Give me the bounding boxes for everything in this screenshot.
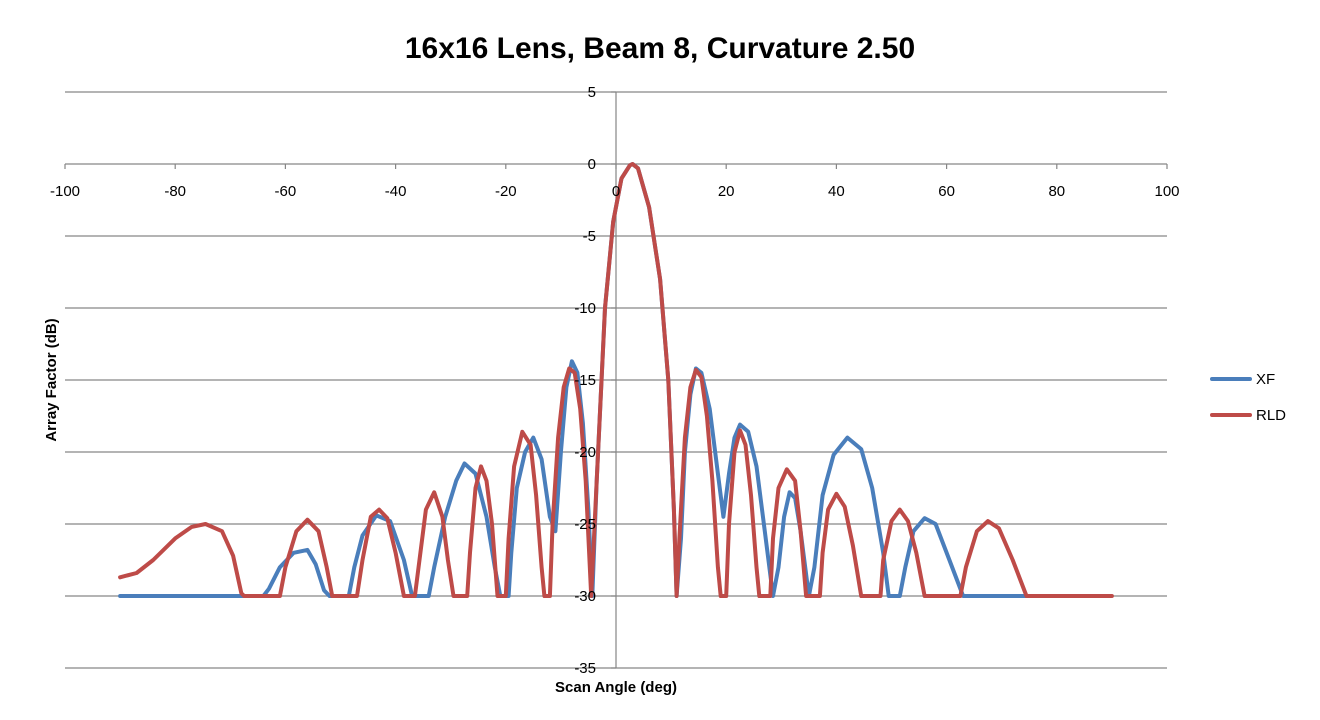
series-line-rld (118, 162, 1114, 598)
legend: XF RLD (1210, 371, 1286, 424)
x-tick-label: 60 (938, 183, 955, 200)
x-tick-label: 80 (1048, 183, 1065, 200)
x-tick-label: 100 (1154, 183, 1179, 200)
x-tick-label: -20 (495, 183, 517, 200)
legend-label-xf: XF (1256, 371, 1275, 388)
x-axis-label: Scan Angle (deg) (555, 679, 677, 696)
chart-title: 16x16 Lens, Beam 8, Curvature 2.50 (405, 32, 915, 65)
y-tick-label: -20 (574, 444, 596, 461)
y-tick-label: -25 (574, 516, 596, 533)
x-tick-label: 40 (828, 183, 845, 200)
y-tick-label: 0 (588, 156, 596, 173)
y-tick-label: -30 (574, 588, 596, 605)
y-axis-label: Array Factor (dB) (43, 318, 60, 441)
y-tick-label: -15 (574, 372, 596, 389)
x-tick-label: -40 (385, 183, 407, 200)
x-tick-label: 0 (612, 183, 620, 200)
series-lines (118, 162, 1114, 598)
legend-label-rld: RLD (1256, 407, 1286, 424)
x-tick-label: -100 (50, 183, 80, 200)
x-tick-label: -60 (275, 183, 297, 200)
x-tick-label: -80 (164, 183, 186, 200)
tick-labels: 5 0 -5 -10 -15 -20 -25 -30 -35 -100 -80 -60 -40 -20 0 2… (50, 84, 1180, 677)
y-tick-label: 5 (588, 84, 596, 101)
x-tick-label: 20 (718, 183, 735, 200)
y-tick-label: -35 (574, 660, 596, 677)
y-tick-label: -10 (574, 300, 596, 317)
y-tick-label: -5 (583, 228, 596, 245)
